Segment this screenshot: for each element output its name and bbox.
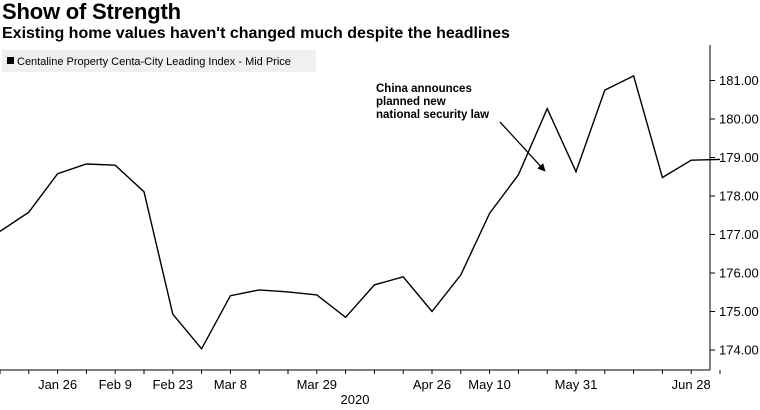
y-tick-label: 181.00	[719, 73, 759, 88]
x-axis-year-label: 2020	[341, 392, 370, 407]
x-tick-label: Mar 8	[214, 377, 247, 392]
annotation-text: planned new	[376, 96, 446, 108]
y-tick-label: 180.00	[719, 112, 759, 127]
y-tick-label: 175.00	[719, 304, 759, 319]
y-tick-label: 174.00	[719, 343, 759, 358]
x-tick-label: May 10	[468, 377, 511, 392]
x-tick-label: Apr 26	[413, 377, 451, 392]
legend-box	[2, 50, 316, 72]
x-tick-label: Jan 26	[38, 377, 77, 392]
chart-title: Show of Strength	[2, 0, 181, 24]
legend-swatch	[7, 57, 14, 64]
annotation-text: national security law	[376, 109, 489, 121]
x-tick-label: Feb 9	[99, 377, 132, 392]
y-tick-label: 178.00	[719, 189, 759, 204]
chart-subtitle: Existing home values haven't changed muc…	[2, 25, 510, 42]
x-tick-label: Mar 29	[297, 377, 337, 392]
y-tick-label: 179.00	[719, 150, 759, 165]
annotation-text: China announces	[376, 83, 472, 95]
x-tick-label: May 31	[555, 377, 598, 392]
annotation-arrow	[499, 121, 546, 172]
y-tick-label: 176.00	[719, 266, 759, 281]
x-tick-label: Feb 23	[153, 377, 193, 392]
series-line	[0, 74, 721, 351]
legend-entry: Centaline Property Centa-City Leading In…	[17, 56, 291, 68]
y-tick-label: 177.00	[719, 227, 759, 242]
x-tick-label: Jun 28	[672, 377, 711, 392]
